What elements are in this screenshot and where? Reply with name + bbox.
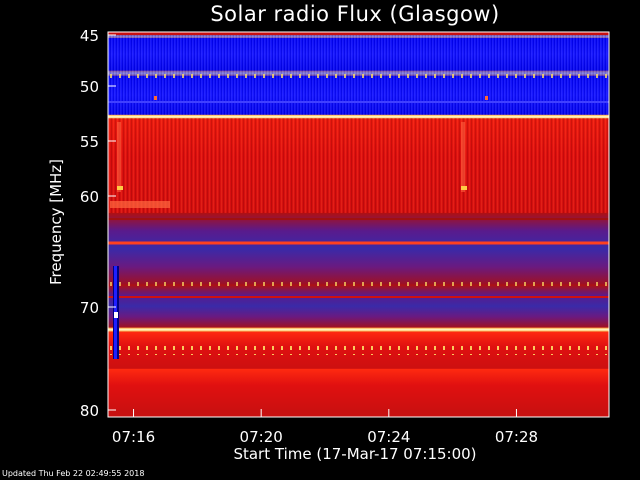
red-band-texture: [108, 118, 609, 213]
updated-timestamp: Updated Thu Feb 22 02:49:55 2018: [2, 469, 145, 478]
dotted-upper-row: [108, 74, 609, 80]
y-axis-ticks: 45 50 55 60 70 80: [80, 27, 116, 420]
x-tick-label: 07:24: [367, 428, 410, 446]
dotted-interference-row: [108, 282, 609, 288]
artefact-spot-blue-left: [154, 96, 157, 100]
y-tick-label: 60: [80, 188, 99, 206]
frequency-band-8: [108, 327, 609, 332]
artefact-column-right: [461, 122, 465, 192]
artefact-column-left: [117, 122, 121, 192]
frequency-band-6: [108, 212, 609, 285]
x-tick-label: 07:20: [240, 428, 283, 446]
x-tick-label: 07:28: [495, 428, 538, 446]
dotted-burst-row: [108, 345, 609, 355]
x-tick-label: 07:16: [112, 428, 155, 446]
plot-frame: [107, 31, 610, 418]
artefact-spot-right: [461, 186, 467, 190]
y-tick-label: 80: [80, 402, 99, 420]
artefact-spot-blue-right: [485, 96, 488, 100]
y-tick-label: 55: [80, 133, 99, 151]
burst-spot: [114, 312, 118, 318]
x-axis-label: Start Time (17-Mar-17 07:15:00): [233, 445, 477, 463]
y-tick-label: 70: [80, 299, 99, 317]
type-iii-burst-fragment: [110, 201, 170, 208]
y-tick-label: 45: [80, 27, 99, 45]
chart-title: Solar radio Flux (Glasgow): [210, 2, 500, 26]
x-axis-ticks: 07:16 07:20 07:24 07:28: [112, 409, 538, 446]
y-tick-label: 50: [80, 78, 99, 96]
artefact-spot-left: [117, 186, 123, 190]
frequency-band-10: [108, 368, 609, 410]
frequency-band-7: [108, 284, 609, 328]
frequency-band-4: [108, 114, 609, 119]
